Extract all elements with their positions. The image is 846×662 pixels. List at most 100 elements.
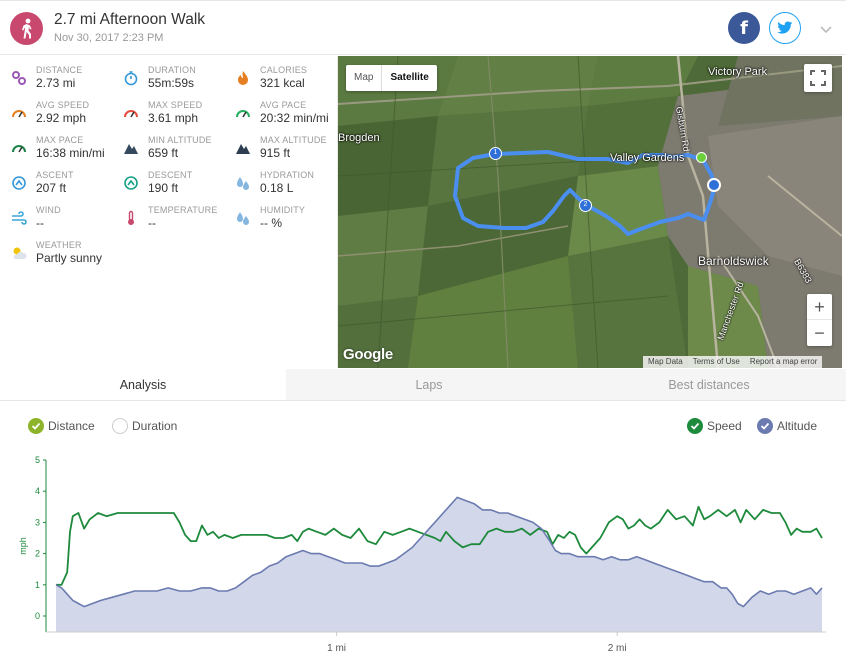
stat-distance: DISTANCE 2.73 mi [0, 65, 112, 97]
map-type-satellite-button[interactable]: Satellite [390, 72, 429, 83]
stat-wind: WIND -- [0, 205, 112, 237]
stat-label: CALORIES [260, 65, 308, 75]
stat-label: DESCENT [148, 170, 193, 180]
stat-value: 2.92 mph [36, 111, 87, 125]
stat-value: -- % [260, 216, 282, 230]
map-type-toggle: Map Satellite [346, 65, 437, 91]
map-label: Brogden [338, 132, 380, 144]
stat-value: 321 kcal [260, 76, 305, 90]
satellite-imagery [338, 56, 842, 368]
speedometer-icon [124, 110, 138, 118]
tab-best-distances[interactable]: Best distances [668, 378, 750, 392]
stat-max-altitude: MAX ALTITUDE 915 ft [224, 135, 336, 167]
stat-label: AVG SPEED [36, 100, 90, 110]
distance-toggle-label: Distance [48, 419, 95, 433]
activity-title: 2.7 mi Afternoon Walk [54, 11, 206, 28]
speed-toggle-label: Speed [707, 419, 742, 433]
distance-toggle[interactable]: Distance [28, 418, 95, 434]
stat-max-speed: MAX SPEED 3.61 mph [112, 100, 224, 132]
flame-icon [238, 71, 248, 85]
start-marker[interactable] [696, 152, 707, 163]
check-icon [687, 418, 703, 434]
duration-toggle-label: Duration [132, 419, 178, 433]
walker-icon [10, 12, 43, 45]
altitude-series-line [55, 496, 823, 608]
stat-value: 3.61 mph [148, 111, 199, 125]
fullscreen-icon [810, 70, 826, 86]
facebook-share-button[interactable]: f [728, 12, 760, 44]
map-data-link[interactable]: Map Data [648, 357, 683, 366]
partly-sunny-icon [13, 247, 27, 259]
lap-marker[interactable]: 2 [579, 199, 592, 212]
duration-toggle[interactable]: Duration [112, 418, 177, 434]
facebook-icon: f [740, 17, 748, 39]
stat-avg-speed: AVG SPEED 2.92 mph [0, 100, 112, 132]
stat-label: DISTANCE [36, 65, 83, 75]
stat-label: MAX SPEED [148, 100, 203, 110]
stat-value: 190 ft [148, 181, 179, 195]
stat-duration: DURATION 55m:59s [112, 65, 224, 97]
stat-value: 55m:59s [148, 76, 195, 90]
stat-value: -- [148, 216, 156, 230]
distance-icon [12, 71, 26, 85]
altitude-toggle[interactable]: Altitude [757, 418, 817, 434]
map-label: Valley Gardens [610, 152, 685, 164]
stat-temperature: TEMPERATURE -- [112, 205, 224, 237]
stat-value: 2.73 mi [36, 76, 76, 90]
check-icon [757, 418, 773, 434]
stat-max-pace: MAX PACE 16:38 min/mi [0, 135, 112, 167]
tab-bar: Analysis Laps Best distances [0, 369, 846, 401]
map-footer: Map Data Terms of Use Report a map error [643, 356, 823, 368]
map-label: Barnoldswick [698, 254, 769, 268]
stat-hydration: HYDRATION 0.18 L [224, 170, 336, 202]
unchecked-circle-icon [112, 418, 128, 434]
water-drops-icon [237, 177, 249, 190]
fullscreen-button[interactable] [804, 64, 832, 92]
stat-ascent: ASCENT 207 ft [0, 170, 112, 202]
zoom-out-button[interactable]: − [814, 323, 825, 343]
speedometer-icon [12, 110, 26, 118]
zoom-in-button[interactable]: + [807, 294, 832, 320]
pace-gauge-icon [236, 110, 250, 118]
map-type-map-button[interactable]: Map [346, 65, 383, 91]
tab-laps[interactable]: Laps [415, 378, 443, 392]
map-label: Victory Park [708, 66, 768, 78]
y-tick-label: 3 [35, 517, 40, 527]
stat-calories: CALORIES 321 kcal [224, 65, 336, 97]
zoom-control: + − [807, 294, 832, 346]
y-tick-label: 2 [35, 549, 40, 559]
y-tick-label: 4 [35, 486, 40, 496]
altitude-area [56, 497, 822, 632]
x-tick-label: 1 mi [327, 643, 346, 654]
speed-altitude-chart[interactable]: 0 1 2 3 4 5 1 mi 2 mi mph [0, 401, 846, 662]
report-error-link[interactable]: Report a map error [749, 357, 818, 366]
stat-label: HYDRATION [260, 170, 315, 180]
stopwatch-icon [124, 71, 138, 86]
altitude-toggle-label: Altitude [777, 419, 818, 433]
route-map[interactable]: Victory Park Brogden Valley Gardens Barn… [338, 56, 842, 368]
y-tick-label: 1 [35, 580, 40, 590]
stat-label: MIN ALTITUDE [148, 135, 212, 145]
stat-weather: WEATHER Partly sunny [0, 240, 112, 272]
twitter-icon [777, 21, 793, 34]
stat-value: 16:38 min/mi [36, 146, 105, 160]
stat-label: ASCENT [36, 170, 74, 180]
stat-label: DURATION [148, 65, 196, 75]
tab-analysis[interactable]: Analysis [0, 369, 286, 400]
speed-series-line [56, 505, 823, 586]
stat-label: AVG PACE [260, 100, 307, 110]
terms-link[interactable]: Terms of Use [692, 357, 740, 366]
stat-label: MAX ALTITUDE [260, 135, 327, 145]
stat-avg-pace: AVG PACE 20:32 min/mi [224, 100, 336, 132]
speed-toggle[interactable]: Speed [687, 418, 742, 434]
stat-value: Partly sunny [36, 251, 103, 265]
twitter-share-button[interactable] [769, 12, 801, 44]
activity-date: Nov 30, 2017 2:23 PM [54, 32, 164, 44]
wind-icon [12, 211, 27, 225]
lap-marker[interactable]: 1 [489, 147, 502, 160]
stat-value: 659 ft [148, 146, 179, 160]
analysis-chart-area: Distance Duration Speed Altitude 0 1 2 3 4 5 … [0, 401, 846, 662]
chevron-down-icon[interactable] [818, 21, 834, 37]
end-marker[interactable] [707, 178, 721, 192]
activity-header: 2.7 mi Afternoon Walk Nov 30, 2017 2:23 … [0, 0, 846, 55]
